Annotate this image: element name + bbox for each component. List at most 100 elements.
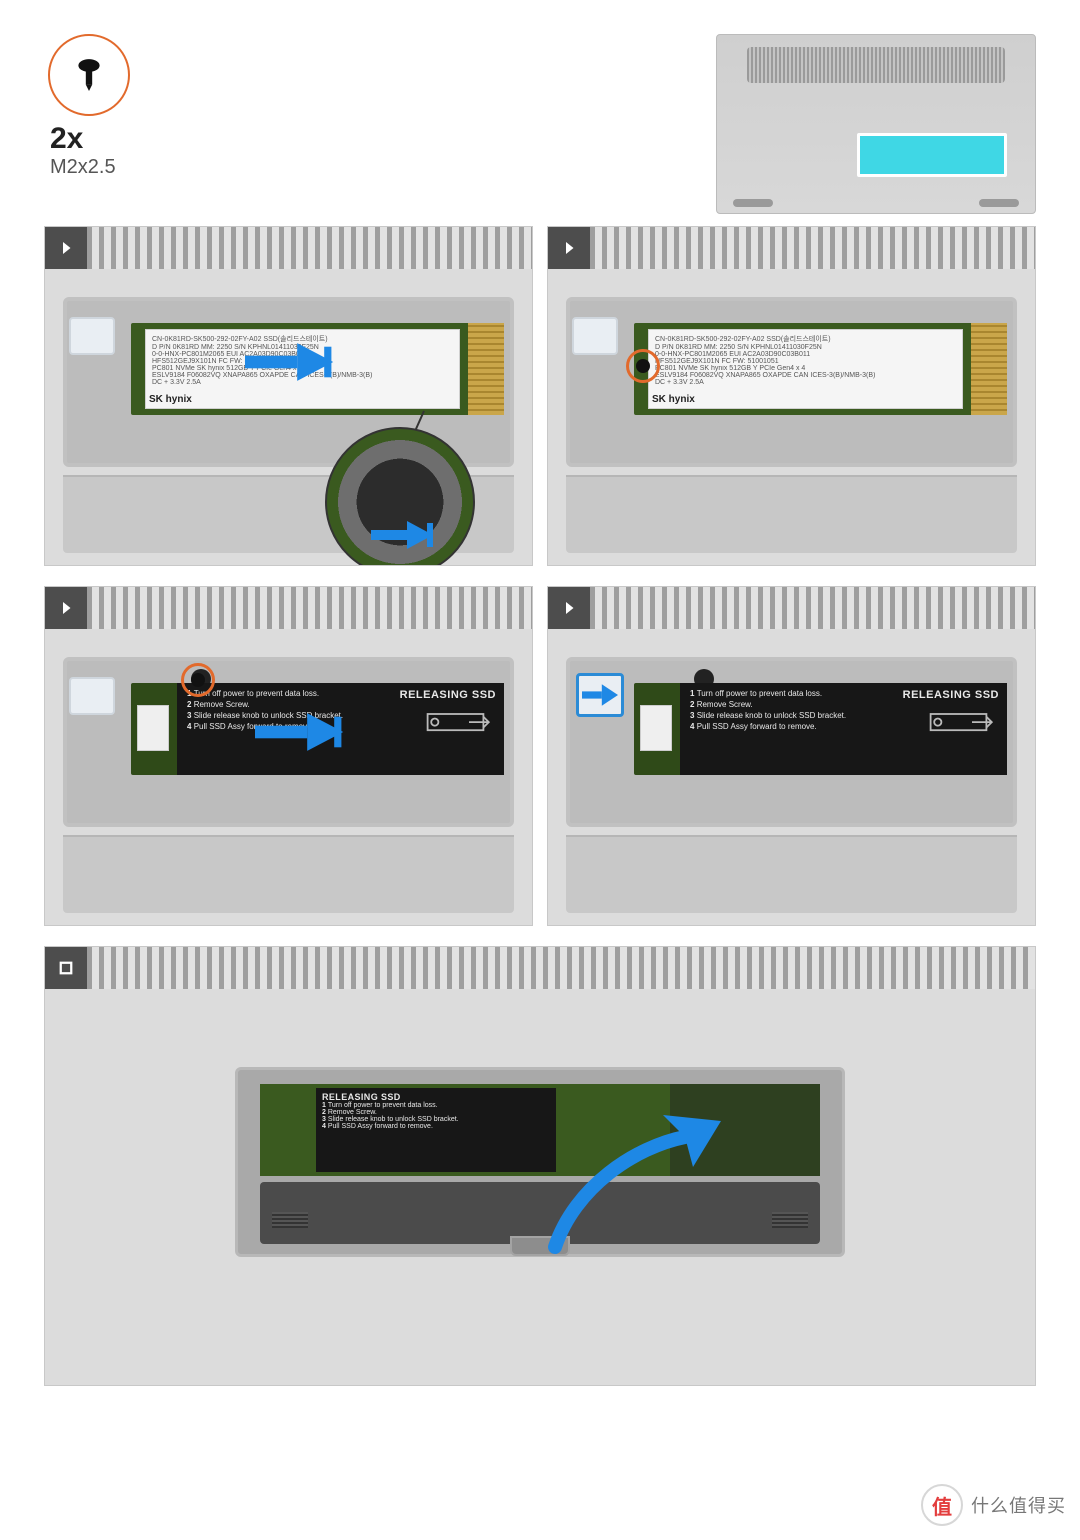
ssd-gold-fingers [468, 323, 504, 415]
shield-diagram-icon [927, 705, 999, 741]
shield-step-text: Turn off power to prevent data loss. [194, 689, 319, 698]
shield-instruction-plate: 1 Turn off power to prevent data loss. 2… [680, 683, 1007, 775]
ssd-brand: SK hynix [652, 394, 695, 405]
lower-tray [566, 475, 1017, 553]
lid-grip [772, 1212, 808, 1228]
watermark-badge: 值 [921, 1484, 963, 1526]
shield-step-text: Slide release knob to unlock SSD bracket… [194, 711, 343, 720]
shield-step-num: 3 [187, 711, 191, 720]
step-marker-final-icon [45, 947, 87, 989]
shield-title: RELEASING SSD [357, 689, 496, 701]
shield-title: RELEASING SSD [860, 689, 999, 701]
shield-step-text: Remove Screw. [328, 1109, 377, 1116]
ssd-label-line: DC + 3.3V 2.5A [655, 379, 956, 386]
screw-location-marker [181, 663, 215, 697]
shield-step-num: 4 [187, 722, 191, 731]
chassis-ribs [87, 227, 532, 269]
chassis-ribs [87, 947, 1035, 989]
step-4-lock-release: 1 Turn off power to prevent data loss. 2… [547, 586, 1036, 926]
screw-callout-circle [48, 34, 130, 116]
arrow-right-icon [371, 521, 435, 549]
step-marker-next-icon [548, 587, 590, 629]
shield-step-num: 3 [690, 711, 694, 720]
screw-icon [636, 359, 650, 373]
laptop-bottom-thumbnail [716, 34, 1036, 214]
curved-arrow-icon [515, 1097, 735, 1267]
screw-location-marker [626, 349, 660, 383]
screw-count: 2x [50, 122, 83, 156]
shield-step-text: Turn off power to prevent data loss. [328, 1102, 438, 1109]
release-tab-highlight [576, 673, 624, 717]
step-marker-next-icon [45, 227, 87, 269]
detail-magnifier [325, 427, 475, 566]
screw-size: M2x2.5 [50, 156, 116, 179]
chassis-ribs [87, 587, 532, 629]
lower-tray [63, 835, 514, 913]
ssd-label-line: DC + 3.3V 2.5A [152, 379, 453, 386]
shield-step-num: 2 [187, 700, 191, 709]
ssd-with-shield: 1 Turn off power to prevent data loss. 2… [131, 683, 504, 775]
ssd-label-line: HFS512GEJ9X101N FC FW: 51001051 [152, 358, 453, 365]
screw-callout: 2x M2x2.5 [44, 34, 130, 179]
watermark-text: 什么值得买 [971, 1492, 1066, 1518]
shield-step-text: Slide release knob to unlock SSD bracket… [328, 1116, 459, 1123]
header-row: 2x M2x2.5 [0, 0, 1080, 220]
screw-icon [76, 57, 102, 97]
ssd-label: CN-0K81RD-SK500-292-02FY-A02 SSD(솔리드스테이트… [145, 329, 460, 409]
steps-grid: CN-0K81RD-SK500-292-02FY-A02 SSD(솔리드스테이트… [0, 220, 1080, 926]
ssd-label-line: 0-0-HNX-PC801M2065 EUI AC2A03D90C03B011 [152, 351, 453, 358]
ssd-label-line: ESLV9184 F06082VQ XNAPA865 OXAPDE CAN IC… [152, 372, 453, 379]
ssd-label-line: PC801 NVMe SK hynix 512GB Y PCIe Gen4 x … [655, 365, 956, 372]
ssd-module: CN-0K81RD-SK500-292-02FY-A02 SSD(솔리드스테이트… [131, 323, 504, 415]
ssd-chip [137, 705, 169, 751]
ssd-label-line: 0-0-HNX-PC801M2065 EUI AC2A03D90C03B011 [655, 351, 956, 358]
shield-step-text: Slide release knob to unlock SSD bracket… [697, 711, 846, 720]
ssd-label-line: HFS512GEJ9X101N FC FW: 51001051 [655, 358, 956, 365]
ssd-door-highlight [857, 133, 1007, 177]
ssd-label-line: CN-0K81RD-SK500-292-02FY-A02 SSD(솔리드스테이트… [655, 334, 956, 344]
step-1-insert-ssd: CN-0K81RD-SK500-292-02FY-A02 SSD(솔리드스테이트… [44, 226, 533, 566]
shield-step-text: Pull SSD Assy forward to remove. [194, 722, 314, 731]
shield-instruction-plate: 1 Turn off power to prevent data loss. 2… [177, 683, 504, 775]
shield-step-text: Pull SSD Assy forward to remove. [697, 722, 817, 731]
ssd-label-line: D P/N 0K81RD MM: 2250 S/N KPHNL01411030F… [655, 344, 956, 351]
chassis-ribs [590, 227, 1035, 269]
ssd-label: CN-0K81RD-SK500-292-02FY-A02 SSD(솔리드스테이트… [648, 329, 963, 409]
ssd-module: CN-0K81RD-SK500-292-02FY-A02 SSD(솔리드스테이트… [634, 323, 1007, 415]
step-2-secure-screw: CN-0K81RD-SK500-292-02FY-A02 SSD(솔리드스테이트… [547, 226, 1036, 566]
step-marker-next-icon [45, 587, 87, 629]
shield-step-num: 1 [322, 1102, 326, 1109]
shield-step-text: Remove Screw. [194, 700, 250, 709]
shield-step-num: 2 [322, 1109, 326, 1116]
ssd-with-shield: 1 Turn off power to prevent data loss. 2… [634, 683, 1007, 775]
ssd-gold-fingers [971, 323, 1007, 415]
laptop-foot [979, 199, 1019, 207]
screw-icon [191, 673, 205, 687]
ssd-chip [640, 705, 672, 751]
arrow-right-icon [582, 684, 618, 706]
slot-tab [69, 317, 115, 355]
ssd-label-line: ESLV9184 F06082VQ XNAPA865 OXAPDE CAN IC… [655, 372, 956, 379]
watermark: 值 什么值得买 [921, 1484, 1066, 1526]
step-marker-next-icon [548, 227, 590, 269]
chassis-ribs [590, 587, 1035, 629]
shield-step-num: 2 [690, 700, 694, 709]
ssd-brand: SK hynix [149, 394, 192, 405]
step-3-attach-shield: 1 Turn off power to prevent data loss. 2… [44, 586, 533, 926]
slot-tab [69, 677, 115, 715]
shield-step-text: Remove Screw. [697, 700, 753, 709]
lid-grip [272, 1212, 308, 1228]
shield-step-num: 3 [322, 1116, 326, 1123]
lower-tray [566, 835, 1017, 913]
shield-step-num: 4 [322, 1123, 326, 1130]
ssd-label-line: D P/N 0K81RD MM: 2250 S/N KPHNL01411030F… [152, 344, 453, 351]
step-5-final-close: RELEASING SSD 1 Turn off power to preven… [44, 946, 1036, 1386]
ssd-label-line: CN-0K81RD-SK500-292-02FY-A02 SSD(솔리드스테이트… [152, 334, 453, 344]
shield-step-text: Pull SSD Assy forward to remove. [328, 1123, 433, 1130]
shield-step-num: 4 [690, 722, 694, 731]
ssd-label-line: PC801 NVMe SK hynix 512GB Y PCIe Gen4 x … [152, 365, 453, 372]
slot-tab [572, 317, 618, 355]
shield-step-text: Turn off power to prevent data loss. [697, 689, 822, 698]
laptop-vent [747, 47, 1005, 83]
shield-diagram-icon [424, 705, 496, 741]
